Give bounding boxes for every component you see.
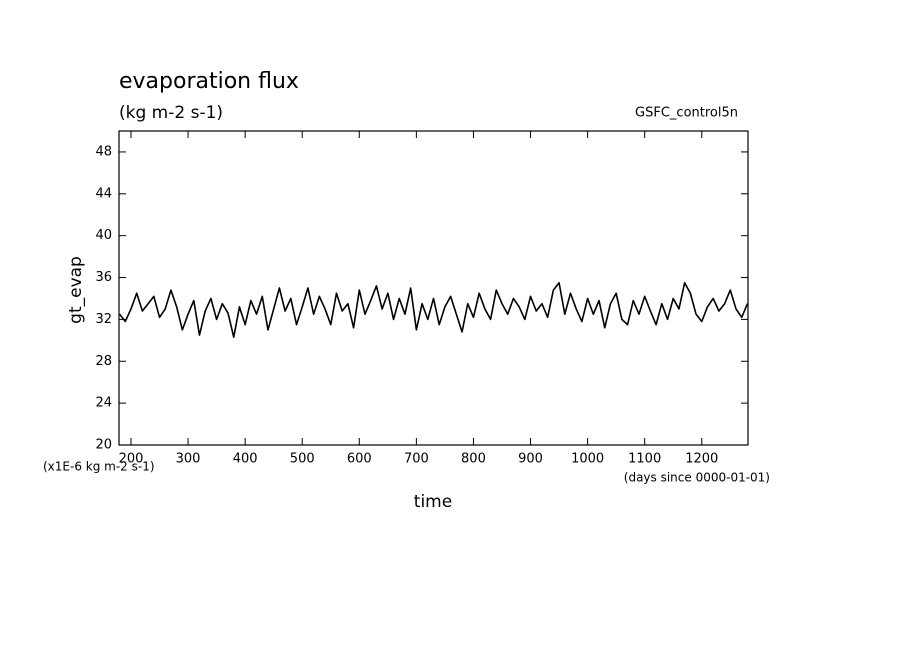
annotation: GSFC_control5n xyxy=(635,106,738,121)
x-tick-label: 600 xyxy=(347,452,372,467)
x-axis-label: time xyxy=(414,492,452,512)
y-tick-label: 36 xyxy=(95,270,112,285)
chart-subtitle: (kg m-2 s-1) xyxy=(119,103,223,123)
y-tick-label: 44 xyxy=(95,186,112,201)
x-tick-label: 400 xyxy=(233,452,258,467)
x-units: (days since 0000-01-01) xyxy=(624,471,770,485)
y-axis-label: gt_evap xyxy=(66,256,86,324)
x-tick-label: 300 xyxy=(176,452,201,467)
y-tick-label: 20 xyxy=(95,438,112,453)
chart-title: evaporation flux xyxy=(119,69,299,94)
x-tick-label: 900 xyxy=(518,452,543,467)
x-tick-label: 500 xyxy=(290,452,315,467)
x-tick-label: 700 xyxy=(404,452,429,467)
x-tick-label: 1000 xyxy=(571,452,604,467)
x-tick-label: 1100 xyxy=(628,452,661,467)
y-tick-label: 28 xyxy=(95,354,112,369)
data-line xyxy=(118,281,749,338)
y-tick-label: 24 xyxy=(95,396,112,411)
y-units: (x1E-6 kg m-2 s-1) xyxy=(43,460,155,474)
y-tick-label: 32 xyxy=(95,312,112,327)
y-tick-label: 40 xyxy=(95,228,112,243)
y-tick-label: 48 xyxy=(95,144,112,159)
x-tick-label: 800 xyxy=(461,452,486,467)
plot-frame xyxy=(118,130,749,446)
x-tick-label: 200 xyxy=(119,452,144,467)
x-tick-label: 1200 xyxy=(685,452,718,467)
